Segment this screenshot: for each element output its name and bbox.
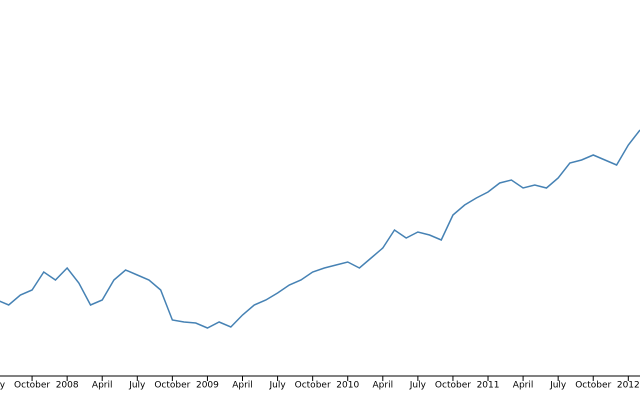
- x-tick-label: 2011: [477, 381, 500, 391]
- x-tick-label: October: [575, 381, 611, 391]
- x-tick-label: July: [549, 381, 567, 391]
- x-tick-label: October: [295, 381, 331, 391]
- x-tick-label: October: [154, 381, 190, 391]
- x-tick-label: April: [92, 381, 113, 391]
- x-tick-label: 2008: [56, 381, 79, 391]
- x-tick-label: October: [435, 381, 471, 391]
- x-tick-label: 2010: [336, 381, 359, 391]
- x-tick-label: 2012: [617, 381, 640, 391]
- x-tick-label: July: [128, 381, 146, 391]
- x-tick-label: April: [373, 381, 394, 391]
- x-tick-label: July: [0, 381, 6, 391]
- x-tick-label: April: [232, 381, 253, 391]
- x-tick-label: July: [268, 381, 286, 391]
- x-tick-label: April: [513, 381, 534, 391]
- x-tick-label: October: [14, 381, 50, 391]
- x-tick-label: 2009: [196, 381, 219, 391]
- line: [0, 129, 640, 329]
- x-tick-label: July: [409, 381, 427, 391]
